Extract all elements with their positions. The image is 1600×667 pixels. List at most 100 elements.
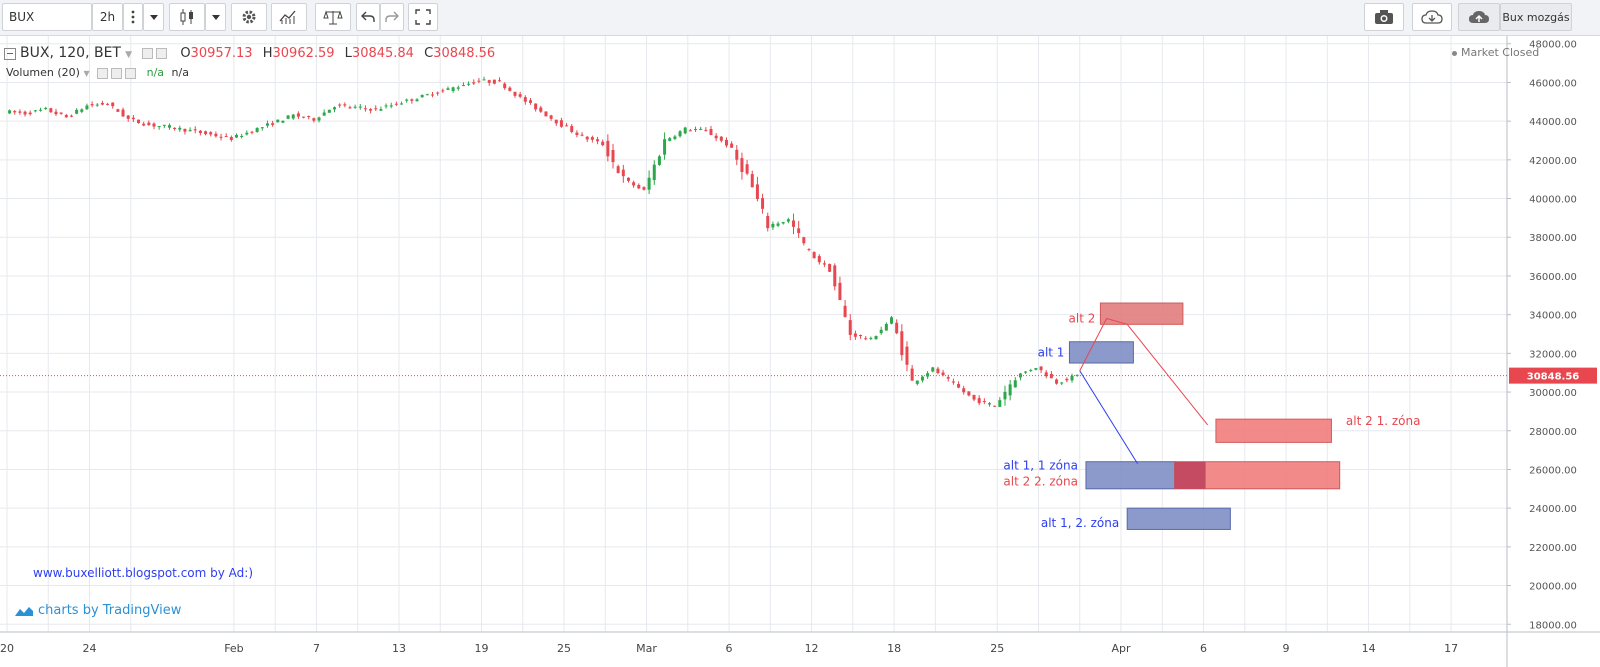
layout-name-button[interactable]: Bux mozgás xyxy=(1500,3,1572,31)
x-tick-label: 19 xyxy=(474,642,488,655)
snapshot-camera-icon[interactable] xyxy=(1364,3,1404,31)
symbol-search-input[interactable]: BUX xyxy=(2,3,92,31)
candle-body xyxy=(441,90,445,92)
candle-body xyxy=(430,94,434,96)
candle-body xyxy=(812,252,816,259)
candle-body xyxy=(626,177,630,181)
watermark-url: www.buxelliott.blogspot.com by Ad:) xyxy=(33,566,254,580)
target-zone-rect[interactable] xyxy=(1068,341,1134,364)
x-tick-label: Apr xyxy=(1112,642,1132,655)
candle-body xyxy=(874,336,878,340)
candle-body xyxy=(884,323,888,331)
interval-menu-dots-icon[interactable] xyxy=(123,3,143,31)
target-zone-rect[interactable] xyxy=(1215,418,1332,443)
candle-body xyxy=(678,131,682,137)
candle-body xyxy=(910,368,914,381)
volume-close-icon[interactable] xyxy=(125,67,137,79)
target-zone-rect[interactable] xyxy=(1126,507,1231,530)
collapse-legend-icon[interactable] xyxy=(4,47,16,60)
candle-body xyxy=(730,143,734,148)
chart-style-candles-icon[interactable] xyxy=(169,3,205,31)
save-layout-cloud-icon[interactable] xyxy=(1458,3,1500,31)
y-tick-label: 24000.00 xyxy=(1529,504,1577,515)
candle-body xyxy=(652,164,656,181)
eye-toggle-icon[interactable] xyxy=(142,48,154,59)
candle-body xyxy=(864,338,868,340)
x-tick-label: 9 xyxy=(1283,642,1290,655)
zone-label: alt 2 1. zóna xyxy=(1346,414,1421,428)
target-zone-rect[interactable] xyxy=(1099,302,1184,325)
candle-body xyxy=(1013,380,1017,388)
candle-body xyxy=(59,112,63,114)
candle-body xyxy=(477,80,481,82)
candle-body xyxy=(363,108,367,110)
candle-body xyxy=(389,105,393,107)
redo-icon[interactable] xyxy=(380,3,404,31)
interval-dropdown-icon[interactable] xyxy=(143,3,164,31)
candle-body xyxy=(792,220,796,227)
candle-body xyxy=(513,91,517,96)
candle-body xyxy=(64,115,68,118)
overlap-zone-rect xyxy=(1174,461,1206,489)
load-layout-cloud-icon[interactable] xyxy=(1412,3,1452,31)
x-tick-label: 6 xyxy=(1200,642,1207,655)
candle-body xyxy=(719,136,723,141)
chart-style-dropdown-icon[interactable] xyxy=(205,3,226,31)
candle-body xyxy=(946,377,950,379)
volume-title[interactable]: Volumen (20) xyxy=(6,66,80,79)
candle-body xyxy=(451,87,455,91)
candle-body xyxy=(807,249,811,251)
candle-body xyxy=(575,132,579,135)
symbol-title[interactable]: BUX, 120, BET xyxy=(20,45,121,61)
candle-body xyxy=(178,127,182,130)
candle-body xyxy=(307,116,311,118)
tradingview-credit[interactable]: charts by TradingView xyxy=(14,603,181,618)
candle-body xyxy=(193,129,197,131)
candle-body xyxy=(214,133,218,137)
candle-body xyxy=(492,79,496,84)
volume-eye-icon[interactable] xyxy=(97,67,109,79)
price-chart[interactable]: alt 2 alt 1 alt 2 1. zóna alt 1, 1 zóna alt … xyxy=(0,36,1600,667)
zone-label: alt 1 xyxy=(1038,345,1065,359)
chart-area[interactable]: alt 2 alt 1 alt 2 1. zóna alt 1, 1 zóna alt … xyxy=(0,36,1600,667)
candle-body xyxy=(121,109,125,117)
volume-legend: Volumen (20) ▼ n/a n/a xyxy=(6,66,189,79)
indicators-icon[interactable] xyxy=(271,3,307,31)
target-zone-rect[interactable] xyxy=(1085,461,1176,490)
candle-body xyxy=(436,92,440,94)
candle-body xyxy=(580,134,584,136)
candle-body xyxy=(379,109,383,111)
candle-body xyxy=(998,400,1002,407)
symbol-dropdown-icon[interactable]: ▼ xyxy=(125,50,133,60)
volume-dropdown-icon[interactable]: ▼ xyxy=(83,69,90,78)
candle-body xyxy=(869,337,873,339)
settings-gear-icon[interactable] xyxy=(231,3,267,31)
y-tick-label: 26000.00 xyxy=(1529,465,1577,476)
candle-body xyxy=(286,115,290,119)
candle-body xyxy=(348,107,352,109)
fullscreen-icon[interactable] xyxy=(408,3,438,31)
y-tick-label: 18000.00 xyxy=(1529,620,1577,631)
candle-body xyxy=(224,136,228,138)
candle-body xyxy=(1039,366,1043,371)
candle-body xyxy=(198,130,202,134)
candle-body xyxy=(33,110,37,112)
candle-body xyxy=(802,237,806,244)
interval-button[interactable]: 2h xyxy=(92,3,123,31)
candle-body xyxy=(100,102,104,105)
candle-body xyxy=(472,82,476,84)
candle-body xyxy=(23,111,27,115)
candle-body xyxy=(988,403,992,405)
candle-body xyxy=(204,131,208,135)
candle-body xyxy=(420,94,424,98)
candle-body xyxy=(920,376,924,381)
settings-small-icon[interactable] xyxy=(156,48,168,59)
candle-body xyxy=(126,115,130,119)
volume-settings-icon[interactable] xyxy=(111,67,123,79)
compare-scales-icon[interactable] xyxy=(315,3,351,31)
candle-body xyxy=(570,126,574,132)
candle-body xyxy=(554,119,558,124)
candle-body xyxy=(173,127,177,129)
candle-body xyxy=(905,346,909,365)
undo-icon[interactable] xyxy=(356,3,380,31)
